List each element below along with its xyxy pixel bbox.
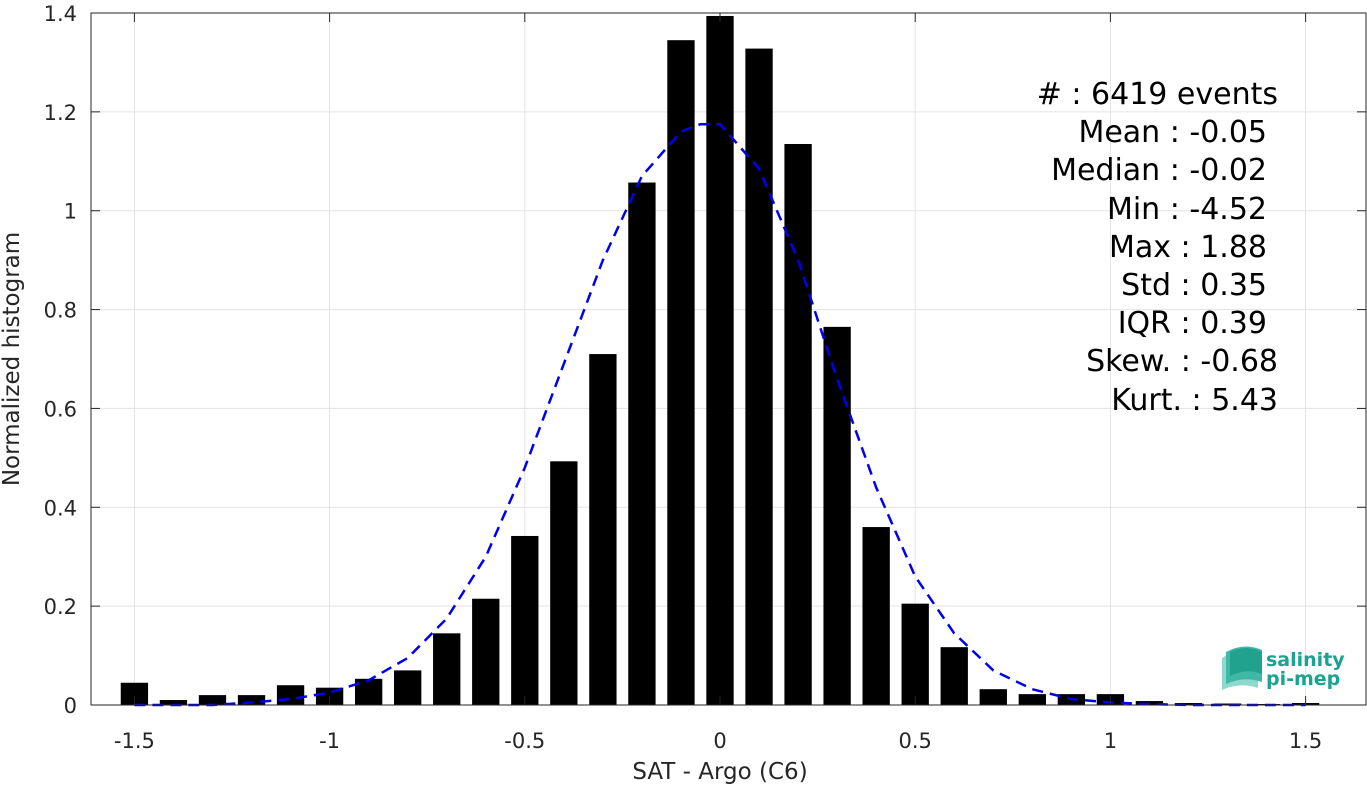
x-tick-label: 0.5	[898, 729, 931, 753]
histogram-bar	[237, 695, 266, 705]
histogram-bar	[940, 647, 968, 705]
x-tick-label: 1.5	[1289, 729, 1322, 753]
plot-frame	[90, 12, 1367, 706]
y-axis-label: Normalized histogram	[0, 232, 25, 486]
histogram-bar	[823, 326, 851, 705]
histogram-bar	[354, 678, 383, 705]
logo-line-2: pi-mep	[1266, 668, 1340, 690]
histogram-bar	[784, 143, 812, 705]
histogram-bar	[862, 527, 890, 705]
stat-median: Median : -0.02	[1051, 153, 1267, 188]
stats-box: # : 6419 events Mean : -0.05 Median : -0…	[1037, 77, 1278, 418]
histogram-bar	[511, 535, 539, 705]
x-tick-label: 0	[713, 729, 726, 753]
y-tick-label: 1.4	[44, 2, 77, 26]
histogram-bar	[394, 670, 422, 705]
stat-max: Max : 1.88	[1109, 230, 1267, 265]
histogram-bar	[472, 598, 500, 705]
histogram-bar	[667, 40, 695, 705]
stat-count: # : 6419 events	[1037, 77, 1278, 112]
histogram-bar	[901, 603, 929, 705]
histogram-bar	[159, 700, 188, 705]
logo-line-1: salinity	[1266, 649, 1345, 671]
histogram-bar	[628, 182, 656, 706]
y-tick-label: 0.2	[44, 595, 77, 619]
normal-fit-curve	[134, 122, 1306, 707]
stat-skew: Skew. : -0.68	[1086, 344, 1278, 379]
x-tick-label: 1	[1104, 729, 1117, 753]
histogram-bar	[198, 695, 227, 705]
x-tick-label: -0.5	[504, 729, 545, 753]
x-axis-label: SAT - Argo (C6)	[632, 759, 807, 785]
stat-min: Min : -4.52	[1107, 192, 1267, 227]
y-tick-label: 1.2	[44, 101, 77, 125]
stat-iqr: IQR : 0.39	[1118, 306, 1267, 341]
histogram-bar	[1018, 694, 1046, 705]
x-tick-label: -1.5	[114, 729, 155, 753]
histogram-bar	[120, 682, 149, 705]
histogram-bar	[979, 689, 1007, 705]
y-tick-label: 0	[64, 694, 77, 718]
histogram-bar	[1174, 703, 1203, 705]
y-tick-label: 0.6	[44, 397, 77, 421]
histogram-bar	[433, 633, 461, 705]
histogram-bar	[706, 15, 734, 706]
x-tick-label: -1	[319, 729, 340, 753]
histogram-bar	[745, 48, 773, 706]
histogram-bar	[1213, 703, 1242, 705]
stat-std: Std : 0.35	[1121, 268, 1267, 303]
salinity-pimep-logo: salinity pi-mep	[1222, 646, 1345, 690]
wave-logo-icon	[1222, 646, 1262, 690]
histogram-bar	[550, 461, 578, 705]
y-tick-labels: 0 0.2 0.4 0.6 0.8 1 1.2 1.4	[44, 2, 77, 718]
histogram-bar	[589, 354, 617, 705]
x-tick-labels: -1.5 -1 -0.5 0 0.5 1 1.5	[114, 729, 1322, 753]
y-tick-label: 0.4	[44, 496, 77, 520]
y-tick-label: 1	[64, 200, 77, 224]
axis-ticks	[91, 12, 1366, 706]
y-tick-label: 0.8	[44, 299, 77, 323]
stat-mean: Mean : -0.05	[1078, 115, 1267, 150]
stat-kurt: Kurt. : 5.43	[1111, 383, 1278, 418]
histogram-bar	[276, 685, 305, 705]
